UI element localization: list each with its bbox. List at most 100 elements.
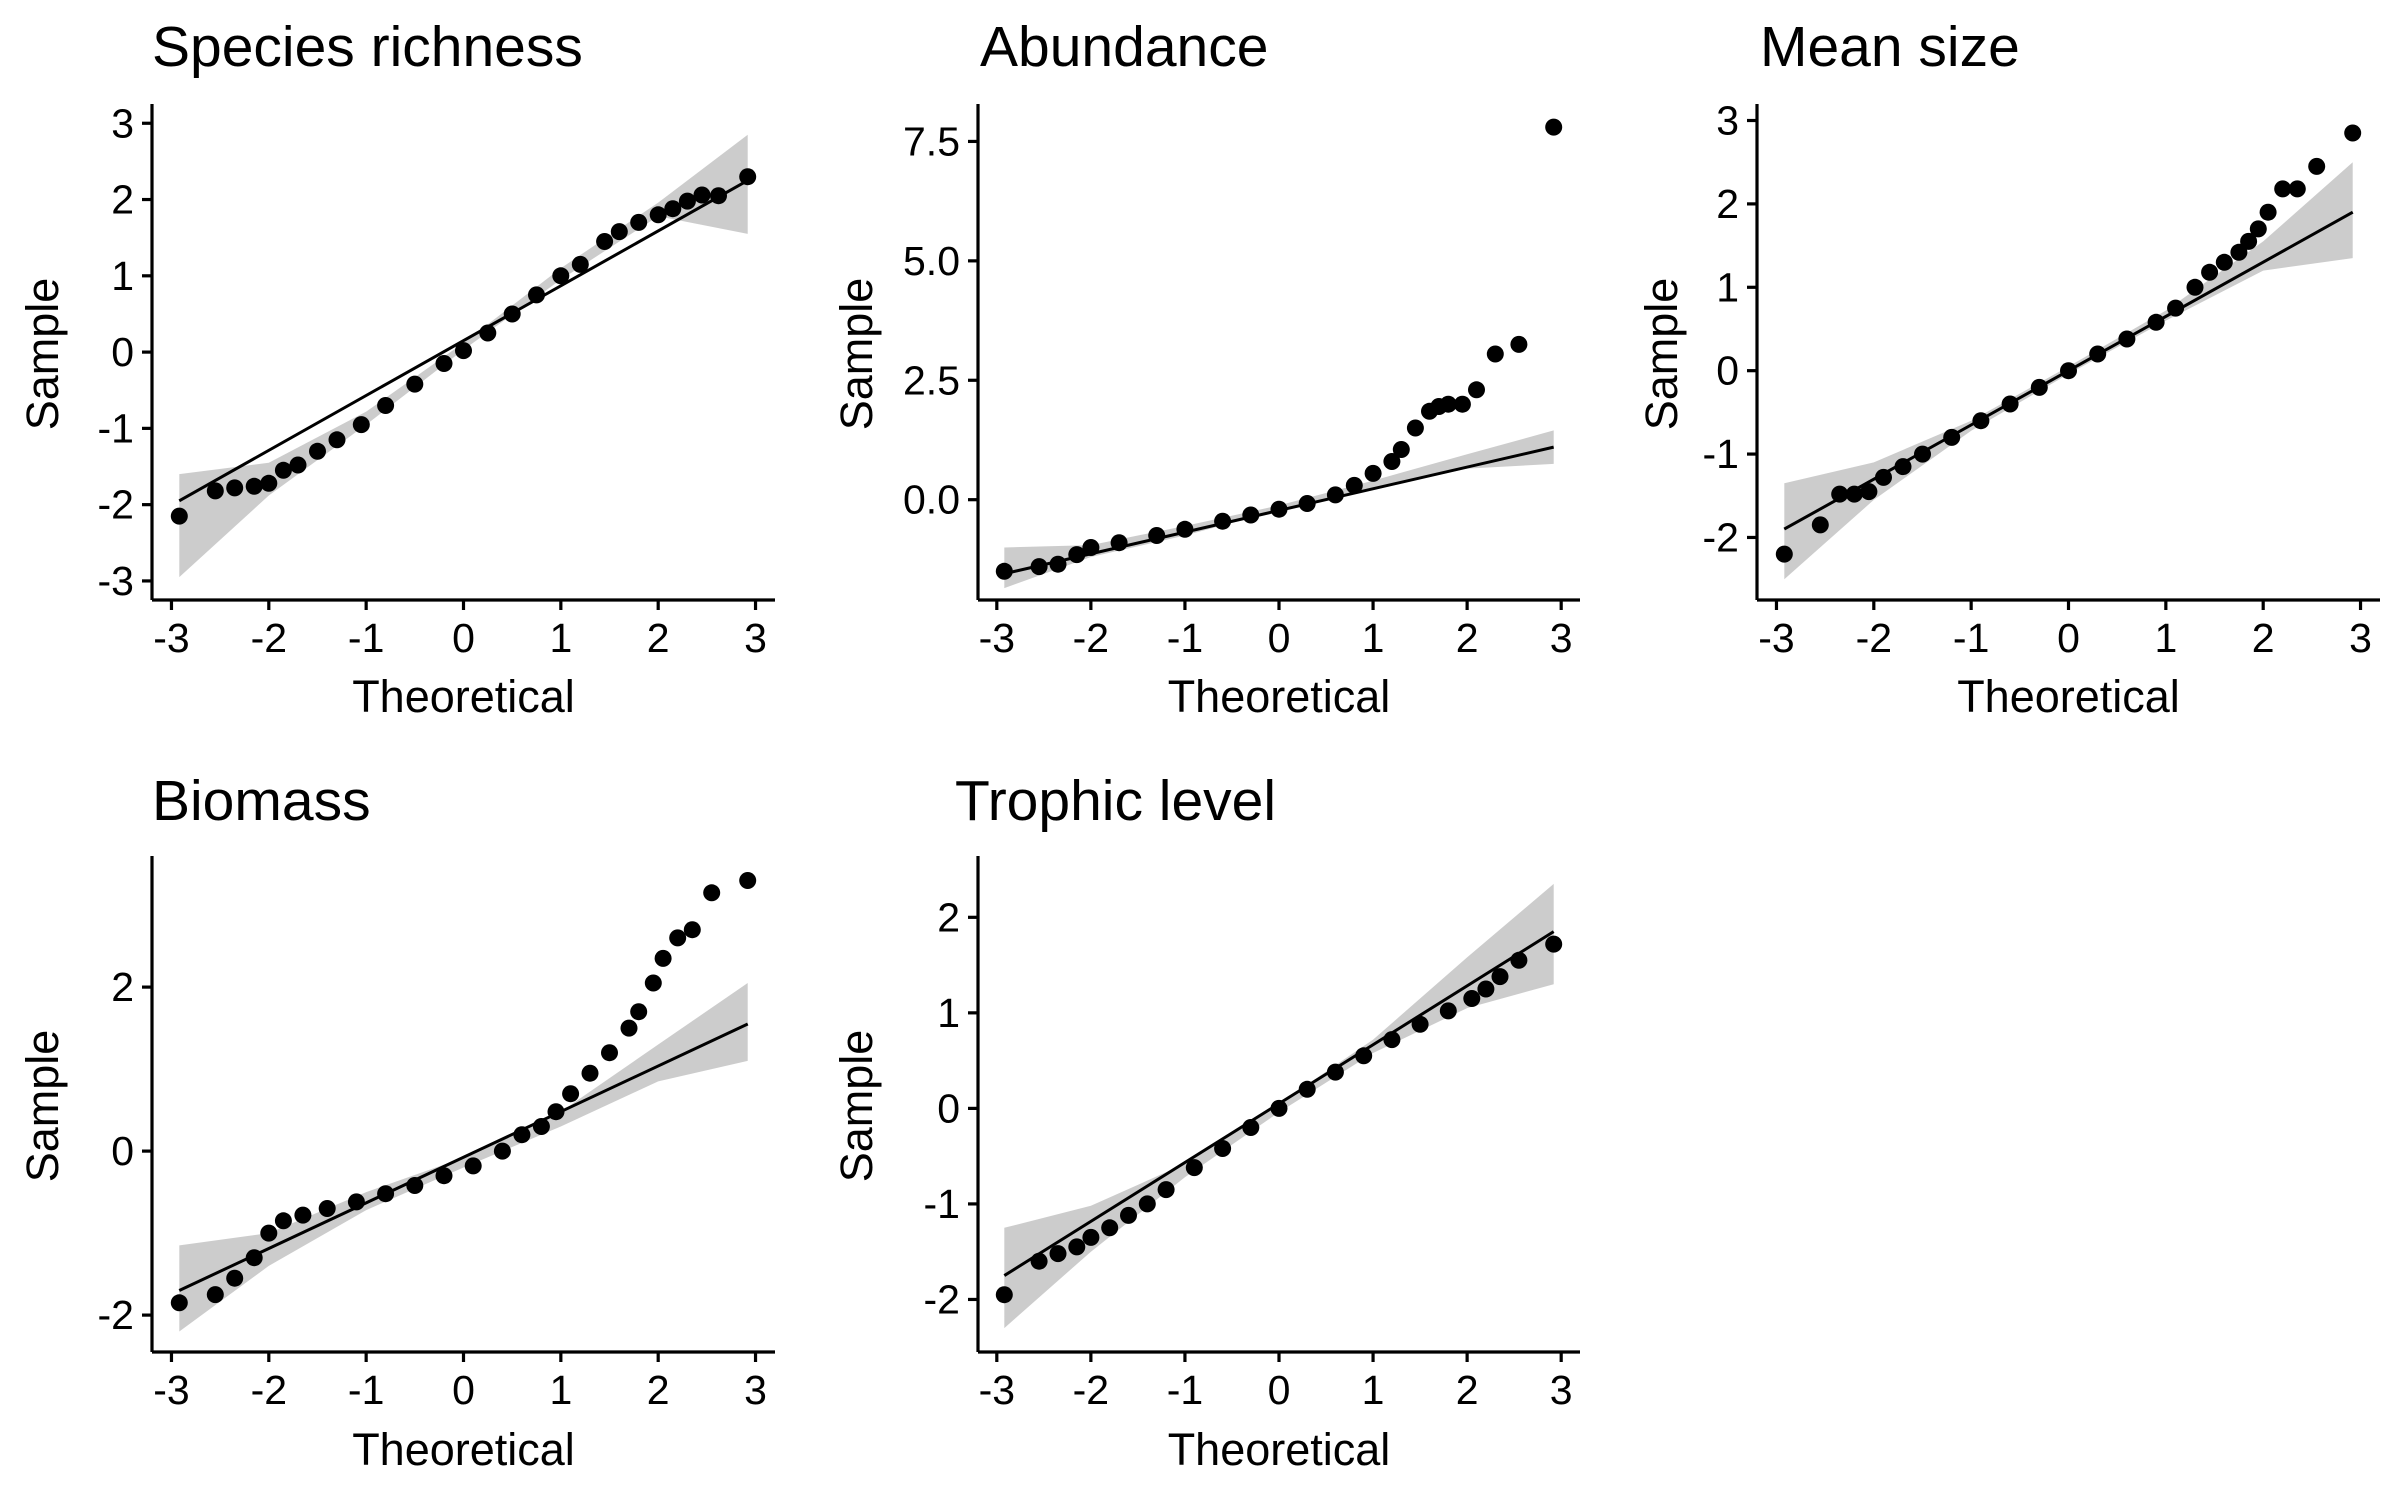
data-point <box>1110 534 1128 552</box>
data-point <box>309 442 326 460</box>
y-tick-label: -2 <box>98 1292 134 1338</box>
data-point <box>1298 495 1316 512</box>
y-tick-label: -2 <box>98 482 134 528</box>
y-tick-label: -2 <box>924 1276 960 1322</box>
data-point <box>1030 1252 1048 1270</box>
data-point <box>1845 485 1863 503</box>
x-tick-label: 0 <box>2057 615 2080 661</box>
panel-title: Species richness <box>152 15 583 79</box>
data-point <box>2215 253 2233 271</box>
data-point <box>1463 990 1481 1007</box>
data-point <box>1392 441 1410 458</box>
x-tick-label: 3 <box>1550 1367 1573 1413</box>
data-point <box>260 474 278 492</box>
data-point <box>678 192 696 210</box>
data-point <box>654 949 672 967</box>
data-point <box>739 872 757 889</box>
y-tick-label: 2 <box>111 964 134 1010</box>
data-point <box>644 974 662 992</box>
data-point <box>1439 395 1457 413</box>
x-tick-label: 2 <box>1456 615 1479 661</box>
x-tick-label: 3 <box>744 1367 767 1413</box>
panel-title: Abundance <box>980 15 1268 79</box>
data-point <box>601 1044 618 1062</box>
data-point <box>318 1200 336 1217</box>
data-point <box>435 1167 453 1185</box>
x-axis-title: Theoretical <box>352 1424 575 1475</box>
x-axis-title: Theoretical <box>1168 671 1391 722</box>
data-point <box>1068 546 1086 564</box>
x-tick-label: -3 <box>979 1367 1015 1413</box>
data-point <box>1176 520 1194 538</box>
y-tick-label: 2.5 <box>903 357 960 403</box>
data-point <box>1049 1245 1067 1263</box>
data-point <box>274 461 292 479</box>
data-point <box>1157 1181 1175 1199</box>
reference-line <box>178 1022 749 1292</box>
data-point <box>2167 299 2185 317</box>
data-point <box>571 255 589 273</box>
x-tick-label: 0 <box>452 1367 475 1413</box>
x-axis-title: Theoretical <box>1168 1424 1391 1475</box>
panel-title: Mean size <box>1760 15 2020 79</box>
data-point <box>1510 335 1528 353</box>
data-point <box>206 1286 224 1304</box>
data-point <box>2288 180 2306 198</box>
data-point <box>596 233 614 250</box>
data-point <box>2060 362 2077 380</box>
data-point <box>562 1085 580 1103</box>
data-point <box>1326 1063 1344 1081</box>
data-point <box>1894 458 1912 476</box>
data-point <box>1326 486 1344 504</box>
data-point <box>1453 395 1471 413</box>
y-axis-title: Sample <box>17 1030 68 1183</box>
y-tick-label: -2 <box>1703 514 1739 560</box>
data-point <box>1270 1099 1288 1117</box>
data-point <box>547 1103 565 1121</box>
reference-line <box>178 179 749 503</box>
data-point <box>435 355 453 372</box>
x-tick-label: 0 <box>452 615 475 661</box>
data-point <box>1082 539 1100 556</box>
y-tick-label: 2 <box>111 177 134 223</box>
y-axis-title: Sample <box>831 278 882 431</box>
y-tick-label: 1 <box>111 253 134 299</box>
data-point <box>1914 445 1931 463</box>
data-point <box>995 1286 1013 1304</box>
panel-title: Biomass <box>152 769 371 833</box>
y-tick-label: 0.0 <box>903 477 960 523</box>
data-point <box>2308 157 2326 175</box>
data-point <box>2089 345 2107 363</box>
x-tick-label: -3 <box>1758 615 1794 661</box>
x-tick-label: -2 <box>251 1367 287 1413</box>
data-point <box>2344 124 2362 142</box>
x-tick-label: -1 <box>1953 615 1989 661</box>
x-tick-label: -1 <box>348 1367 384 1413</box>
x-tick-label: -1 <box>348 615 384 661</box>
data-point <box>1082 1228 1100 1246</box>
x-tick-label: -2 <box>1856 615 1892 661</box>
y-axis-title: Sample <box>17 278 68 431</box>
y-tick-label: 5.0 <box>903 238 960 284</box>
data-point <box>703 884 721 902</box>
data-point <box>2274 180 2292 198</box>
y-tick-label: 1 <box>937 990 960 1036</box>
data-point <box>377 1185 395 1203</box>
data-point <box>455 342 472 360</box>
data-point <box>1406 419 1424 437</box>
data-point <box>1411 1015 1429 1033</box>
x-tick-label: 1 <box>2154 615 2177 661</box>
x-tick-label: 2 <box>647 1367 670 1413</box>
x-tick-label: -3 <box>153 1367 189 1413</box>
y-tick-label: -1 <box>924 1181 960 1227</box>
data-point <box>1364 464 1382 482</box>
data-point <box>289 456 307 474</box>
data-point <box>552 267 570 285</box>
data-point <box>406 375 424 393</box>
x-tick-label: 3 <box>744 615 767 661</box>
data-point <box>1510 951 1528 969</box>
data-point <box>1242 1119 1260 1136</box>
data-point <box>2118 330 2136 348</box>
data-point <box>1049 555 1067 573</box>
x-tick-label: 3 <box>1550 615 1573 661</box>
